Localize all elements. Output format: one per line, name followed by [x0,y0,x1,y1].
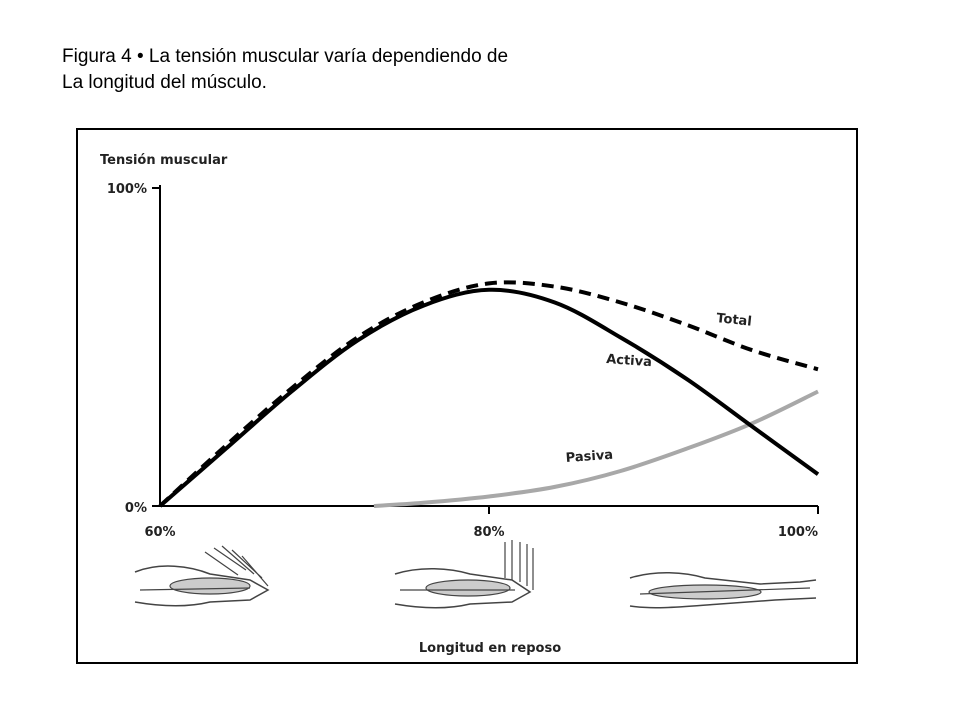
series-label-pasiva: Pasiva [565,448,613,466]
y-tick-label-0: 0% [125,501,147,516]
arm-illustration-short [134,545,270,607]
series-label-total: Total [716,311,753,330]
x-tick-label-60: 60% [144,525,175,540]
figure-frame [76,128,858,664]
arm-illustration-long [629,571,817,609]
x-tick-label-80: 80% [473,525,504,540]
x-axis-label: Longitud en reposo [419,641,561,656]
x-tick-label-100: 100% [778,525,818,540]
y-tick-label-100: 100% [107,182,147,197]
caption-line-1: Figura 4 • La tensión muscular varía dep… [62,46,509,67]
series-label-activa: Activa [606,352,653,370]
series-line-activa [158,287,820,508]
arm-illustration-mid [394,540,534,609]
series-line-total [158,280,819,508]
figure-caption: Figura 4 • La tensión muscular varía dep… [62,44,508,96]
caption-line-2: La longitud del músculo. [62,72,267,93]
y-axis-label: Tensión muscular [100,153,228,168]
